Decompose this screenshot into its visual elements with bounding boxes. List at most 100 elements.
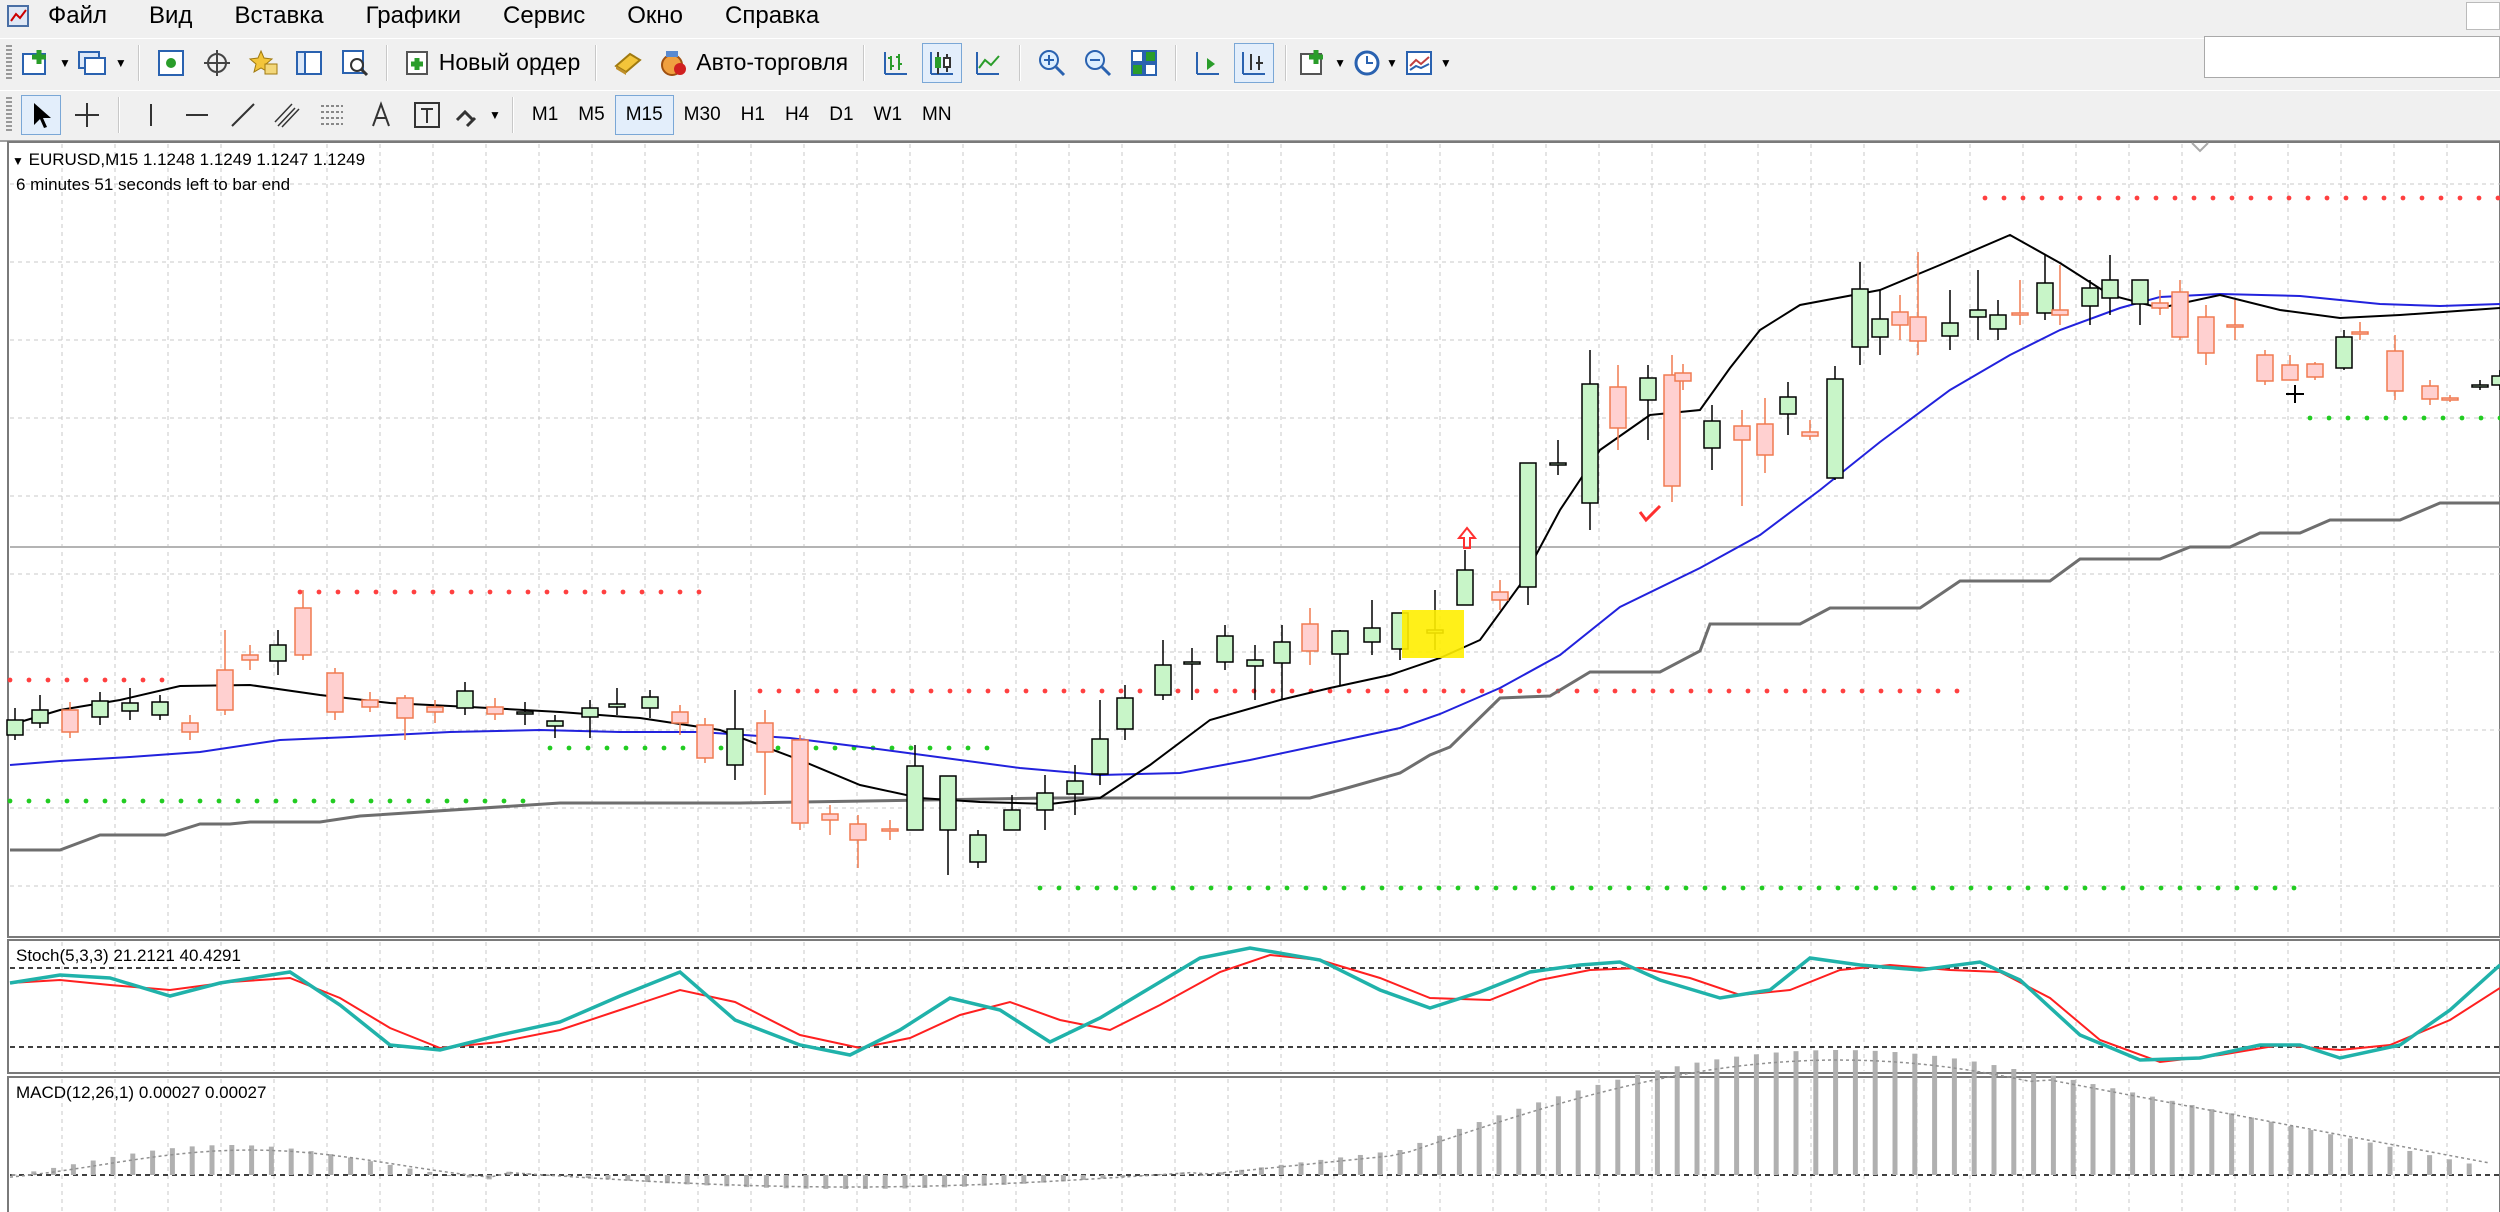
sell-dot bbox=[639, 589, 645, 595]
text-button[interactable] bbox=[361, 95, 401, 135]
new-order-button[interactable]: Новый ордер bbox=[399, 43, 584, 83]
bullish-candle bbox=[1941, 322, 1959, 337]
sell-dot bbox=[2020, 195, 2026, 201]
bar-chart-button[interactable] bbox=[876, 43, 916, 83]
new-chart-button[interactable]: ▼ bbox=[21, 43, 71, 83]
candlestick-chart-button[interactable] bbox=[922, 42, 963, 83]
crosshair-tool-button[interactable] bbox=[67, 95, 107, 135]
timeframe-h1[interactable]: H1 bbox=[740, 103, 765, 125]
sell-dot bbox=[2134, 195, 2140, 201]
sell-dot bbox=[2324, 195, 2330, 201]
vertical-line-button[interactable] bbox=[131, 95, 171, 135]
buy-dot bbox=[1512, 885, 1518, 891]
menu-tools[interactable]: Сервис bbox=[503, 2, 586, 29]
menu-insert[interactable]: Вставка bbox=[234, 2, 324, 29]
crosshair-target-icon bbox=[203, 49, 230, 76]
timeframe-m15[interactable]: M15 bbox=[614, 94, 674, 135]
chart-menu-triangle-icon[interactable]: ▼ bbox=[12, 154, 24, 168]
timeframe-h4[interactable]: H4 bbox=[784, 103, 810, 125]
macd-histogram-bar bbox=[1140, 1175, 1146, 1176]
sell-dot bbox=[468, 589, 474, 595]
auto-trading-button[interactable]: Авто-торговля bbox=[654, 43, 852, 83]
macd-histogram-bar bbox=[2149, 1096, 2155, 1175]
timeframe-m5[interactable]: M5 bbox=[578, 103, 605, 125]
macd-histogram-bar bbox=[862, 1175, 868, 1189]
toolbar-separator bbox=[863, 44, 866, 81]
metaeditor-button[interactable] bbox=[608, 43, 648, 83]
bar-timer-label: 6 minutes 51 seconds left to bar end bbox=[16, 175, 291, 194]
menu-charts[interactable]: Графики bbox=[365, 2, 462, 29]
text-label-button[interactable] bbox=[407, 95, 447, 135]
bullish-candle bbox=[1581, 383, 1599, 504]
tile-windows-button[interactable] bbox=[1124, 43, 1164, 83]
timeframe-d1[interactable]: D1 bbox=[829, 103, 854, 125]
menu-view[interactable]: Вид bbox=[149, 2, 193, 29]
toolbar-grip[interactable] bbox=[6, 96, 12, 133]
toolbar-separator bbox=[1175, 44, 1178, 81]
vertical-line-icon bbox=[150, 103, 152, 126]
trendline-button[interactable] bbox=[223, 95, 263, 135]
profiles-button[interactable]: ▼ bbox=[77, 43, 127, 83]
cursor-tool-button[interactable] bbox=[21, 94, 61, 135]
auto-scroll-button[interactable] bbox=[1234, 42, 1275, 83]
macd-histogram-bar bbox=[1674, 1066, 1680, 1175]
chart-shift-button[interactable] bbox=[1188, 43, 1228, 83]
sell-dot bbox=[1612, 688, 1618, 694]
buy-dot bbox=[1569, 885, 1575, 891]
toolbar-grip[interactable] bbox=[6, 44, 12, 81]
menu-window[interactable]: Окно bbox=[627, 2, 684, 29]
sell-dot bbox=[677, 589, 683, 595]
horizontal-line-button[interactable] bbox=[177, 95, 217, 135]
zoom-out-button[interactable] bbox=[1078, 43, 1118, 83]
navigator-button[interactable] bbox=[243, 43, 283, 83]
line-chart-button[interactable] bbox=[968, 43, 1008, 83]
search-input[interactable] bbox=[2204, 36, 2500, 78]
bearish-candle bbox=[2306, 363, 2324, 378]
buy-dot bbox=[2440, 415, 2446, 421]
menu-help[interactable]: Справка bbox=[725, 2, 820, 29]
macd-histogram-bar bbox=[2011, 1069, 2017, 1175]
price-chart[interactable] bbox=[0, 140, 2500, 1212]
timeframe-mn[interactable]: MN bbox=[922, 103, 952, 125]
timeframe-m30[interactable]: M30 bbox=[683, 103, 721, 125]
bearish-candle bbox=[1909, 316, 1927, 342]
fibonacci-icon bbox=[321, 104, 343, 125]
arrows-button[interactable]: ▼ bbox=[453, 95, 501, 135]
templates-button[interactable]: ▼ bbox=[1404, 43, 1452, 83]
sell-dot bbox=[696, 589, 702, 595]
window-restore-button[interactable] bbox=[2466, 2, 2500, 30]
sell-dot bbox=[1878, 688, 1884, 694]
chart-symbol-label: ▼ EURUSD,M15 1.1248 1.1249 1.1247 1.1249 bbox=[12, 150, 365, 170]
buy-dot bbox=[1740, 885, 1746, 891]
main-pane bbox=[7, 141, 2500, 938]
strategy-tester-button[interactable] bbox=[335, 43, 375, 83]
stochastic-pane bbox=[7, 939, 2500, 1074]
periods-button[interactable]: ▼ bbox=[1352, 43, 1398, 83]
macd-histogram-bar bbox=[268, 1146, 274, 1175]
macd-histogram-bar bbox=[209, 1145, 215, 1175]
market-watch-button[interactable] bbox=[151, 43, 191, 83]
macd-histogram-bar bbox=[783, 1175, 789, 1189]
macd-label: MACD(12,26,1) 0.00027 0.00027 bbox=[16, 1083, 267, 1102]
app-logo-icon bbox=[7, 5, 29, 27]
bullish-candle bbox=[2081, 287, 2099, 307]
sell-dot bbox=[1840, 688, 1846, 694]
standard-toolbar: ▼ ▼ Новый ордер Авто-торговля bbox=[0, 38, 2500, 86]
macd-pane bbox=[7, 1076, 2500, 1212]
bearish-candle bbox=[2011, 312, 2029, 316]
sell-dot bbox=[890, 688, 896, 694]
terminal-button[interactable] bbox=[289, 43, 329, 83]
fibonacci-button[interactable] bbox=[315, 95, 355, 135]
zoom-in-button[interactable] bbox=[1032, 43, 1072, 83]
timeframe-m1[interactable]: M1 bbox=[531, 103, 559, 125]
menu-file[interactable]: Файл bbox=[48, 2, 108, 29]
chevron-down-icon: ▼ bbox=[489, 107, 501, 122]
buy-dot bbox=[178, 798, 184, 804]
buy-dot bbox=[1322, 885, 1328, 891]
indicators-button[interactable]: ▼ bbox=[1298, 43, 1346, 83]
macd-histogram-bar bbox=[843, 1175, 849, 1189]
equidistant-channel-button[interactable] bbox=[269, 95, 309, 135]
data-window-button[interactable] bbox=[197, 43, 237, 83]
buy-dot bbox=[1360, 885, 1366, 891]
timeframe-w1[interactable]: W1 bbox=[873, 103, 903, 125]
